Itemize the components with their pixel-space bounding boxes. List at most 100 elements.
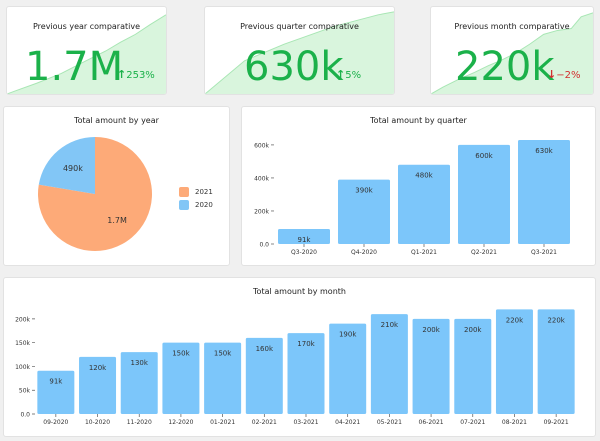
kpi-delta: ↑253%	[117, 69, 155, 82]
bar-data-label: 390k	[355, 187, 373, 195]
legend-item-2020[interactable]: 2020	[179, 198, 213, 211]
y-tick-label: 50k	[19, 388, 31, 395]
kpi-delta-value: 253%	[126, 70, 155, 81]
x-tick-label: Q2-2021	[471, 249, 497, 256]
panel-title: Total amount by month	[253, 287, 346, 296]
bar-Q3-2020[interactable]	[278, 228, 330, 244]
bar-data-label: 170k	[297, 340, 315, 348]
legend-item-2021[interactable]: 2021	[179, 185, 213, 198]
kpi-value: 1.7M	[25, 44, 124, 90]
y-tick-label: 400k	[254, 175, 269, 182]
kpi-card-quarter: Previous quarter comparative 630k ↑5%	[204, 6, 395, 95]
bar-08-2021[interactable]	[495, 309, 533, 414]
kpi-value: 630k	[244, 44, 344, 90]
bar-07-2021[interactable]	[454, 318, 492, 414]
panel-quarter: Total amount by quarter 0.0 200k 400k 600k 9…	[241, 106, 596, 266]
bar-data-label: 210k	[381, 321, 399, 329]
bar-02-2021[interactable]	[245, 337, 283, 414]
bar-04-2021[interactable]	[329, 323, 367, 414]
kpi-card-month: Previous month comparative 220k ↓−2%	[430, 6, 594, 95]
bar-Q3-2021[interactable]	[518, 139, 570, 244]
y-tick-label: 200k	[254, 208, 269, 215]
pie-data-label: 490k	[63, 164, 83, 173]
x-tick-label: 04-2021	[335, 419, 360, 426]
sparkline-line	[205, 11, 394, 94]
bar-Q1-2021[interactable]	[398, 164, 450, 244]
x-tick-label: Q1-2021	[411, 249, 437, 256]
pie-slice-2020[interactable]	[38, 137, 95, 194]
bar-Q2-2021[interactable]	[458, 144, 510, 244]
bar-data-label: 150k	[172, 350, 190, 358]
sparkline-area	[7, 14, 166, 94]
x-tick-label: 09-2021	[544, 419, 569, 426]
kpi-delta: ↑5%	[336, 69, 361, 82]
x-tick-label: 05-2021	[377, 419, 402, 426]
bar-03-2021[interactable]	[287, 333, 325, 414]
pie-chart: 1.7M 490k	[37, 137, 153, 251]
kpi-title: Previous year comparative	[32, 22, 140, 31]
y-tick-label: 600k	[254, 142, 269, 149]
y-tick-label: 150k	[15, 340, 30, 347]
panel-title: Total amount by year	[74, 116, 159, 125]
x-tick-label: 11-2020	[127, 419, 152, 426]
x-tick-label: 12-2020	[168, 419, 193, 426]
bar-data-label: 630k	[535, 147, 553, 155]
arrow-up-icon: ↑	[117, 68, 127, 81]
pie-legend: 2021 2020	[179, 185, 213, 211]
bar-data-label: 220k	[547, 316, 565, 324]
x-tick-label: 08-2021	[502, 419, 527, 426]
bar-data-label: 200k	[422, 326, 440, 334]
bar-12-2020[interactable]	[162, 342, 200, 414]
y-tick-label: 0.0	[259, 242, 269, 249]
bar-data-label: 130k	[131, 359, 149, 367]
bar-11-2020[interactable]	[120, 352, 158, 414]
bar-09-2020[interactable]	[37, 370, 75, 414]
x-tick-label: 09-2020	[43, 419, 68, 426]
legend-swatch	[179, 186, 189, 197]
bar-Q4-2020[interactable]	[338, 179, 390, 244]
x-tick-label: 02-2021	[252, 419, 277, 426]
bar-data-label: 190k	[339, 331, 357, 339]
bar-data-label: 150k	[214, 350, 232, 358]
kpi-card-year: Previous year comparative 1.7M ↑253%	[6, 6, 167, 95]
bar-data-label: 600k	[475, 152, 493, 160]
bar-09-2021[interactable]	[537, 309, 575, 414]
bar-data-label: 200k	[464, 326, 482, 334]
x-tick-label: Q3-2021	[531, 249, 557, 256]
panel-title: Total amount by quarter	[370, 116, 467, 125]
y-tick-label: 200k	[15, 316, 30, 323]
x-tick-label: 10-2020	[85, 419, 110, 426]
arrow-down-icon: ↓	[547, 68, 557, 81]
x-tick-label: 06-2021	[419, 419, 444, 426]
arrow-up-icon: ↑	[336, 68, 346, 81]
quarter-bar-chart: 0.0 200k 400k 600k 91k Q3-2020 390k Q4-2020 480k…	[254, 139, 570, 256]
kpi-delta-value: 5%	[345, 70, 362, 81]
panel-month: Total amount by month 0.0 50k 100k 150k 200k…	[3, 277, 596, 437]
x-tick-label: Q4-2020	[351, 249, 377, 256]
kpi-delta-value: −2%	[556, 70, 581, 81]
bar-data-label: 91k	[298, 236, 312, 244]
pie-data-label: 1.7M	[107, 216, 127, 225]
bar-05-2021[interactable]	[370, 314, 408, 414]
kpi-value: 220k	[455, 44, 555, 90]
bar-01-2021[interactable]	[204, 342, 242, 414]
panel-year: Total amount by year 1.7M 490k 2021 2020	[3, 106, 230, 266]
sparkline-month	[431, 12, 593, 94]
bar-data-label: 120k	[89, 364, 107, 372]
y-tick-label: 100k	[15, 364, 30, 371]
y-tick-label: 0.0	[20, 412, 30, 419]
legend-label: 2021	[195, 187, 213, 196]
bar-data-label: 480k	[415, 172, 433, 180]
bar-10-2020[interactable]	[79, 356, 117, 414]
sparkline-area	[205, 11, 394, 94]
x-tick-label: 03-2021	[293, 419, 318, 426]
kpi-title: Previous month comparative	[454, 22, 570, 31]
kpi-title: Previous quarter comparative	[240, 22, 359, 31]
sparkline-quarter	[205, 11, 394, 94]
legend-swatch	[179, 199, 189, 210]
x-tick-label: Q3-2020	[291, 249, 317, 256]
kpi-delta: ↓−2%	[547, 69, 580, 82]
sparkline-area	[431, 12, 593, 94]
bar-data-label: 91k	[49, 378, 63, 386]
bar-06-2021[interactable]	[412, 318, 450, 414]
